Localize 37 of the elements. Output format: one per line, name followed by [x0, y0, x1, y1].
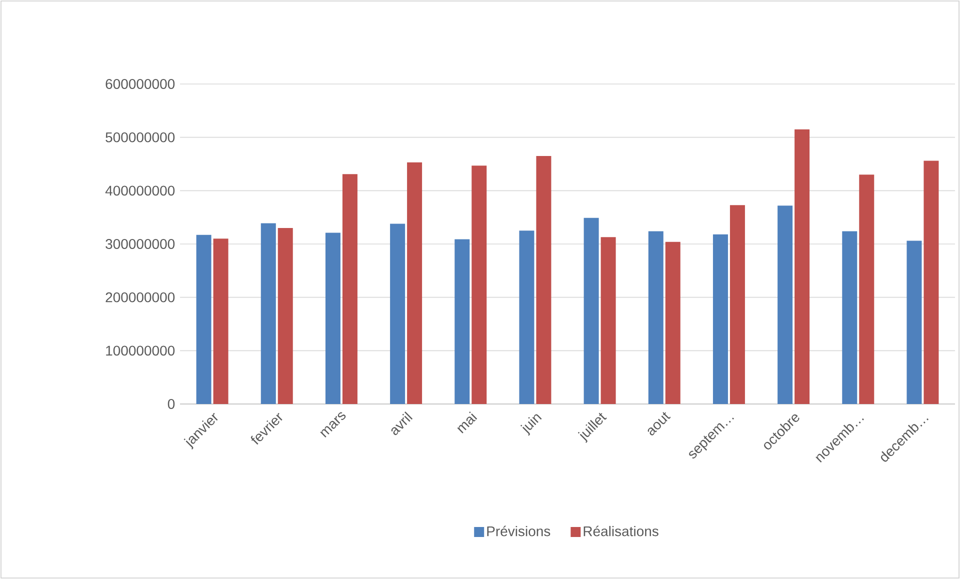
bar	[648, 231, 664, 404]
bar	[278, 228, 293, 404]
bar	[390, 224, 406, 404]
y-tick-label: 0	[168, 399, 175, 409]
bar	[454, 239, 470, 404]
y-tick-label: 200000000	[106, 292, 175, 302]
bar	[213, 238, 228, 404]
y-tick-label: 600000000	[106, 79, 175, 89]
bar	[778, 206, 793, 404]
legend-label: Prévisions	[487, 526, 550, 536]
x-tick-label: avril	[391, 412, 413, 436]
bar	[730, 205, 745, 404]
bar	[342, 174, 358, 404]
bar	[665, 242, 680, 404]
y-tick-label: 300000000	[106, 239, 175, 249]
bar	[196, 234, 212, 404]
x-tick-label: juin	[520, 414, 542, 436]
y-tick-label: 100000000	[106, 346, 175, 356]
legend-label: Réalisations	[584, 526, 658, 536]
bar	[472, 166, 487, 404]
bar	[519, 230, 534, 404]
y-tick-label: 400000000	[105, 186, 175, 196]
bar	[712, 234, 728, 404]
bar	[859, 174, 874, 404]
y-tick-label: 500000000	[106, 132, 175, 142]
bar	[794, 129, 810, 404]
bar	[600, 237, 616, 404]
bar	[842, 231, 858, 404]
bar	[325, 232, 340, 404]
x-tick-label: mai	[457, 412, 478, 434]
x-tick-label: aout	[648, 412, 671, 436]
bar	[924, 160, 939, 404]
bar	[906, 240, 922, 404]
bar	[584, 218, 599, 404]
bar	[407, 162, 422, 404]
bar	[536, 156, 552, 404]
bar	[260, 223, 276, 404]
